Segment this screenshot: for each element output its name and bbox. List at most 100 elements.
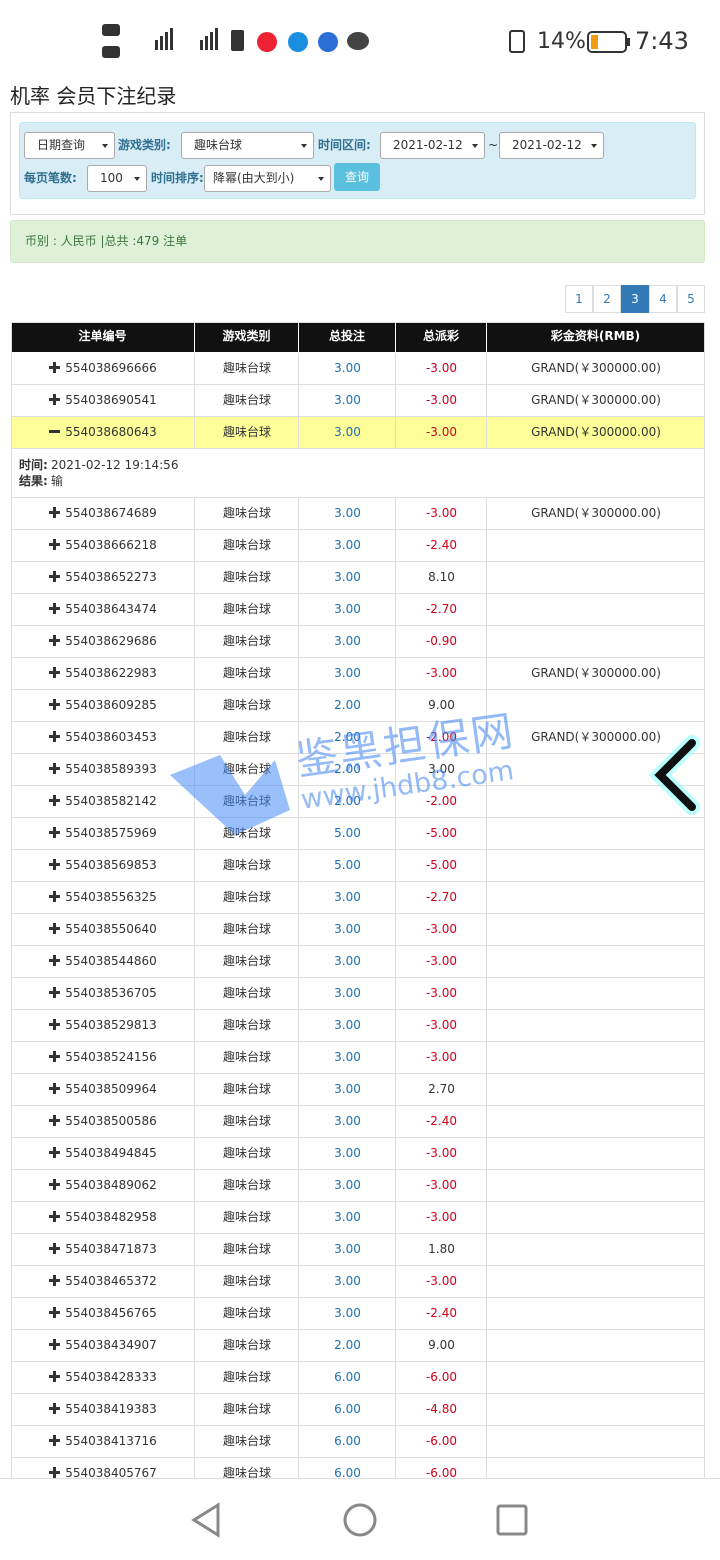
column-divider [194,658,195,690]
column-divider [194,1202,195,1234]
table-row[interactable] [11,1298,705,1330]
expand-icon[interactable] [49,891,61,902]
table-row[interactable] [11,1010,705,1042]
bet-id-text: 554038652273 [65,570,157,584]
table-row[interactable] [11,626,705,658]
expand-icon[interactable] [49,1019,61,1030]
total-payout: -3.00 [425,425,458,439]
expand-icon[interactable] [49,731,61,742]
table-row[interactable] [11,1202,705,1234]
expand-icon[interactable] [49,955,61,966]
table-row[interactable] [11,1042,705,1074]
table-row[interactable] [11,882,705,914]
page-button[interactable]: 5 [677,285,705,313]
expand-icon[interactable] [49,1115,61,1126]
table-row[interactable] [11,498,705,530]
date-from-select[interactable]: 2021-02-12 [380,132,485,159]
expand-icon[interactable] [49,699,61,710]
table-row[interactable] [11,1266,705,1298]
expand-icon[interactable] [49,1339,61,1350]
date-mode-select[interactable]: 日期查询 [24,132,115,159]
total-bet: 3.00 [334,1306,361,1320]
expand-icon[interactable] [49,1243,61,1254]
table-row[interactable] [11,1234,705,1266]
table-row[interactable] [11,1426,705,1458]
table-row[interactable] [11,1362,705,1394]
table-row[interactable] [11,978,705,1010]
table-row[interactable] [11,1330,705,1362]
page-title: 机率 会员下注纪录 [10,84,177,108]
expand-icon[interactable] [49,795,61,806]
expand-icon[interactable] [49,362,61,373]
expand-icon[interactable] [49,571,61,582]
game-type: 趣味台球 [222,1370,271,1384]
page-button[interactable]: 4 [649,285,677,313]
table-row[interactable] [11,690,705,722]
column-divider [194,722,195,754]
date-to-select[interactable]: 2021-02-12 [499,132,604,159]
sort-select[interactable]: 降幂(由大到小) [204,165,331,192]
table-row[interactable] [11,850,705,882]
table-row[interactable] [11,1074,705,1106]
page-button[interactable]: 2 [593,285,621,313]
table-row[interactable] [11,754,705,786]
expand-icon[interactable] [49,1403,61,1414]
table-row[interactable] [11,786,705,818]
table-row[interactable] [11,818,705,850]
table-row[interactable] [11,562,705,594]
expand-icon[interactable] [49,1083,61,1094]
back-arrow[interactable] [640,725,710,825]
expand-icon[interactable] [49,1371,61,1382]
expand-icon[interactable] [49,603,61,614]
expand-icon[interactable] [49,1051,61,1062]
expand-icon[interactable] [49,987,61,998]
expand-icon[interactable] [49,1179,61,1190]
column-divider [194,594,195,626]
column-divider [194,1362,195,1394]
expand-icon[interactable] [49,1275,61,1286]
table-row[interactable] [11,658,705,690]
page-button[interactable]: 3 [621,285,649,313]
total-bet: 3.00 [334,890,361,904]
expand-icon[interactable] [49,507,61,518]
collapse-icon[interactable] [49,426,61,437]
expand-icon[interactable] [49,1147,61,1158]
table-row[interactable] [11,1394,705,1426]
expand-icon[interactable] [49,763,61,774]
game-select[interactable]: 趣味台球 [181,132,314,159]
expand-icon[interactable] [49,827,61,838]
total-payout: -2.40 [425,1114,458,1128]
bet-id: 554038603453 [11,722,195,753]
game-type: 趣味台球 [222,1466,271,1478]
expand-icon[interactable] [49,859,61,870]
table-row[interactable] [11,914,705,946]
expand-icon[interactable] [49,667,61,678]
expand-icon[interactable] [49,923,61,934]
page-button[interactable]: 1 [565,285,593,313]
expand-icon[interactable] [49,1467,61,1478]
table-row[interactable] [11,417,705,449]
total-bet: 3.00 [334,1242,361,1256]
table-row[interactable] [11,722,705,754]
table-row[interactable] [11,353,705,385]
per-page-select[interactable]: 100 [87,165,147,192]
table-row[interactable] [11,1170,705,1202]
table-row[interactable] [11,1458,705,1478]
table-row[interactable] [11,594,705,626]
expand-icon[interactable] [49,1307,61,1318]
table-row[interactable] [11,946,705,978]
query-button[interactable]: 查询 [334,163,380,191]
expand-icon[interactable] [49,539,61,550]
expand-icon[interactable] [49,1435,61,1446]
table-row[interactable] [11,385,705,417]
column-divider [298,498,299,530]
table-row[interactable] [11,1106,705,1138]
game-label: 游戏类别: [118,138,171,152]
bet-id-text: 554038589393 [65,762,157,776]
table-row[interactable] [11,530,705,562]
column-divider [194,1138,195,1170]
expand-icon[interactable] [49,635,61,646]
expand-icon[interactable] [49,394,61,405]
table-row[interactable] [11,1138,705,1170]
expand-icon[interactable] [49,1211,61,1222]
